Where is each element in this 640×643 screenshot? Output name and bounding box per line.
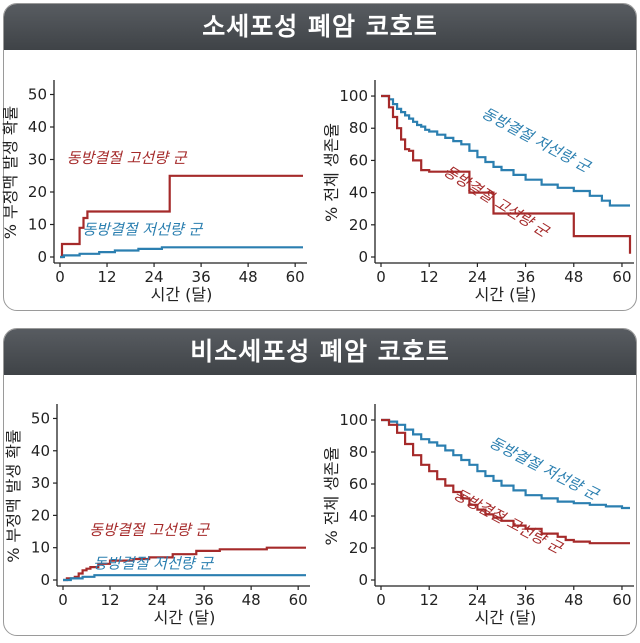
y-tick-label: 40 (349, 507, 368, 525)
x-tick-label: 60 (612, 591, 631, 609)
x-axis-label: 시간 (달) (475, 285, 537, 304)
series-line-high-dose (381, 418, 630, 545)
x-tick-label: 60 (286, 268, 305, 286)
y-tick-label: 40 (31, 442, 50, 460)
y-tick-label: 20 (349, 539, 368, 557)
y-axis-label: % 부정맥 발생 확률 (1, 106, 20, 240)
y-tick-label: 0 (358, 571, 368, 589)
series-line-low-dose (381, 418, 630, 510)
x-tick-label: 0 (58, 591, 68, 609)
series-line-high-dose (63, 546, 306, 582)
panel-title: 비소세포성 폐암 코호트 (4, 329, 636, 375)
y-tick-label: 80 (349, 443, 368, 461)
panel-title: 소세포성 폐암 코호트 (4, 4, 636, 50)
x-tick-label: 48 (239, 268, 258, 286)
y-tick-label: 50 (31, 409, 50, 427)
series-annotation: 동방결절 저선량 군 (82, 220, 203, 238)
x-tick-label: 48 (564, 268, 583, 286)
x-tick-label: 12 (420, 268, 439, 286)
series-line-high-dose (381, 94, 632, 254)
y-tick-label: 10 (28, 216, 47, 234)
y-tick-label: 20 (349, 216, 368, 234)
x-tick-label: 48 (564, 591, 583, 609)
x-tick-label: 12 (420, 591, 439, 609)
small-cell-cohort-panel: 소세포성 폐암 코호트 (3, 3, 637, 311)
y-axis-label: % 전체 생존율 (322, 123, 341, 222)
y-tick-label: 20 (28, 183, 47, 201)
x-tick-label: 24 (468, 591, 487, 609)
survival-chart-small-cell: 0 20 40 60 80 100 0 12 24 36 48 60 시간 (달) % 전체 생존율 동방결… (322, 80, 634, 304)
x-tick-label: 0 (55, 268, 65, 286)
x-tick-label: 36 (195, 591, 214, 609)
x-tick-label: 36 (192, 268, 211, 286)
y-tick-label: 0 (358, 248, 368, 266)
x-axis-label: 시간 (달) (151, 285, 213, 304)
y-tick-label: 80 (349, 119, 368, 137)
x-tick-label: 0 (376, 268, 386, 286)
y-tick-label: 0 (37, 248, 47, 266)
x-tick-label: 24 (148, 591, 167, 609)
survival-chart-non-small-cell: 0 20 40 60 80 100 0 12 24 36 48 60 시간 (달) % 전체 생존율 동방결… (322, 404, 634, 627)
x-axis-label: 시간 (달) (154, 608, 216, 627)
y-tick-label: 100 (339, 87, 368, 105)
x-tick-label: 24 (145, 268, 164, 286)
x-tick-label: 36 (516, 591, 535, 609)
y-axis-label: % 부정맥 발생 확률 (4, 429, 23, 563)
x-axis-label: 시간 (달) (475, 608, 537, 627)
y-tick-label: 10 (31, 539, 50, 557)
y-axis-label: % 전체 생존율 (322, 447, 341, 546)
y-tick-label: 60 (349, 151, 368, 169)
series-line-high-dose (60, 174, 303, 259)
series-annotation: 동방결절 저선량 군 (479, 104, 594, 177)
y-tick-label: 60 (349, 475, 368, 493)
x-tick-label: 48 (242, 591, 261, 609)
series-annotation: 동방결절 저선량 군 (93, 555, 214, 573)
x-tick-label: 12 (100, 591, 119, 609)
series-annotation: 동방결절 고선량 군 (440, 162, 552, 241)
x-tick-label: 24 (468, 268, 487, 286)
x-tick-label: 36 (516, 268, 535, 286)
y-tick-label: 40 (349, 184, 368, 202)
y-tick-label: 40 (28, 118, 47, 136)
x-tick-label: 0 (376, 591, 386, 609)
y-tick-label: 30 (31, 474, 50, 492)
y-tick-label: 100 (339, 411, 368, 429)
y-tick-label: 20 (31, 506, 50, 524)
series-line-low-dose (63, 574, 306, 582)
x-tick-label: 60 (289, 591, 308, 609)
series-annotation: 동방결절 고선량 군 (89, 521, 210, 539)
y-tick-label: 30 (28, 151, 47, 169)
x-tick-label: 60 (612, 268, 631, 286)
y-tick-label: 0 (40, 571, 50, 589)
series-annotation: 동방결절 고선량 군 (67, 149, 188, 167)
series-line-low-dose (60, 246, 303, 259)
series-line-low-dose (381, 94, 630, 207)
series-annotation: 동방결절 저선량 군 (486, 433, 602, 504)
y-tick-label: 50 (28, 86, 47, 104)
non-small-cell-cohort-panel: 비소세포성 폐암 코호트 (3, 328, 637, 636)
x-tick-label: 12 (97, 268, 116, 286)
series-annotation: 동방결절 고선량 군 (451, 485, 566, 558)
